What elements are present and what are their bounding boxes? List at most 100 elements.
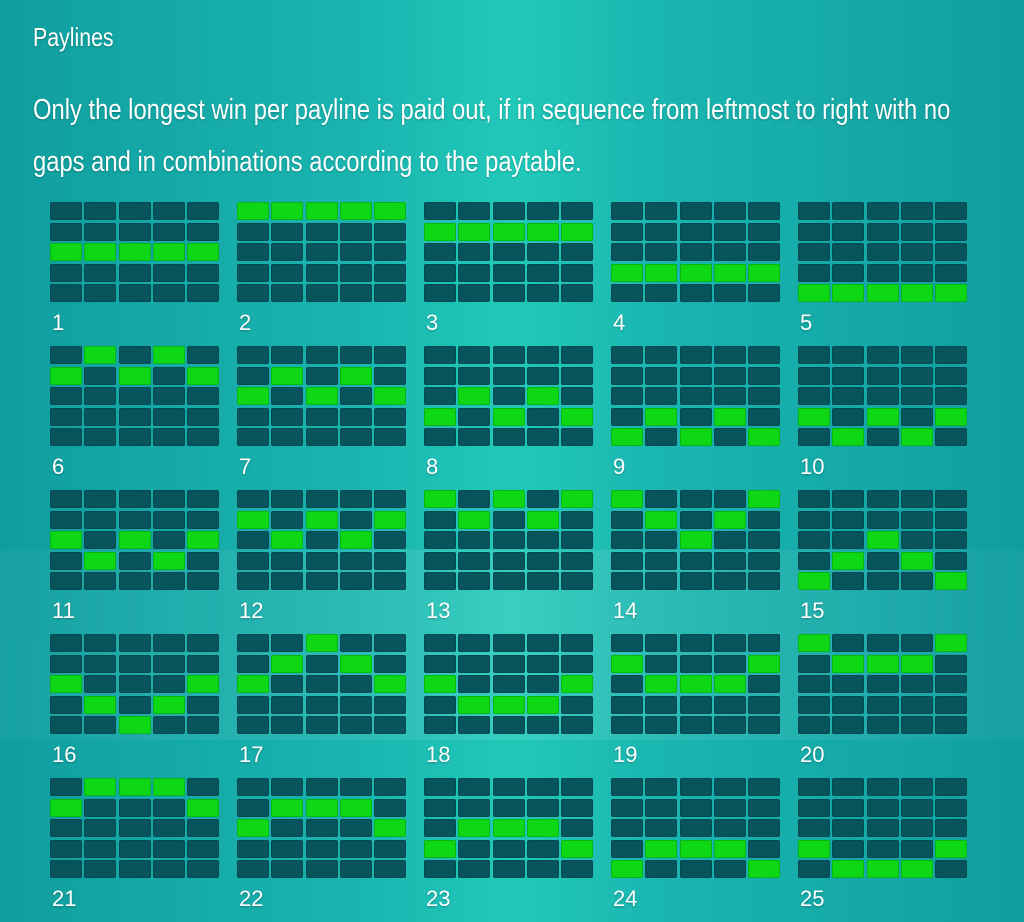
payline-cell xyxy=(152,798,185,817)
payline-cell xyxy=(935,387,967,405)
payline-cell xyxy=(866,819,899,837)
payline-cell-active xyxy=(492,819,525,837)
payline-cell xyxy=(645,284,678,302)
payline-cell xyxy=(935,222,967,241)
payline-number: 8 xyxy=(426,454,439,479)
payline-cell-active xyxy=(50,243,82,261)
payline-cell xyxy=(50,572,82,590)
payline-cell xyxy=(526,428,559,446)
payline-cell xyxy=(237,407,269,426)
payline-cell xyxy=(526,366,559,385)
payline-cell xyxy=(832,263,865,282)
payline-cell xyxy=(152,510,185,529)
payline-cell-active xyxy=(611,428,643,446)
payline-cell xyxy=(900,695,933,714)
payline-cell xyxy=(339,860,372,878)
payline-cell xyxy=(50,716,82,734)
payline-cell xyxy=(84,819,117,837)
payline-cell-active xyxy=(645,675,678,693)
payline-cell xyxy=(611,572,643,590)
payline-cell xyxy=(561,778,593,796)
payline-cell xyxy=(374,284,406,302)
payline-cell xyxy=(424,263,456,282)
payline-cell xyxy=(492,510,525,529)
payline-cell-active xyxy=(526,510,559,529)
payline-cell xyxy=(561,346,593,364)
payline-cell xyxy=(526,263,559,282)
payline-cell-active xyxy=(305,202,338,220)
payline-cell xyxy=(935,860,967,878)
payline-cell xyxy=(900,346,933,364)
payline-cell xyxy=(798,263,830,282)
payline-reel-grid xyxy=(424,778,593,878)
payline-cell xyxy=(900,778,933,796)
payline-cell xyxy=(152,366,185,385)
payline-reel-grid xyxy=(424,634,593,734)
payline-cell xyxy=(152,819,185,837)
payline-cell-active xyxy=(748,490,780,508)
payline-cell xyxy=(748,366,780,385)
payline-reel-grid xyxy=(611,634,780,734)
payline-cell xyxy=(679,510,712,529)
payline-24: 24 xyxy=(611,778,780,922)
payline-20: 20 xyxy=(798,634,967,778)
payline-cell xyxy=(866,798,899,817)
payline-cell xyxy=(118,634,151,652)
payline-cell xyxy=(187,860,219,878)
payline-cell xyxy=(424,798,456,817)
payline-cell xyxy=(237,531,269,549)
payline-cell xyxy=(152,654,185,673)
payline-cell xyxy=(935,778,967,796)
payline-cell xyxy=(526,839,559,858)
payline-cell xyxy=(84,366,117,385)
payline-cell xyxy=(900,675,933,693)
payline-cell xyxy=(374,839,406,858)
payline-cell xyxy=(237,716,269,734)
payline-cell xyxy=(374,407,406,426)
payline-cell xyxy=(611,202,643,220)
payline-cell xyxy=(679,572,712,590)
payline-reel-grid xyxy=(237,490,406,590)
payline-number: 11 xyxy=(52,598,75,623)
payline-cell-active xyxy=(492,490,525,508)
payline-cell xyxy=(679,202,712,220)
payline-cell xyxy=(424,531,456,549)
payline-cell xyxy=(611,510,643,529)
payline-cell xyxy=(900,716,933,734)
payline-cell xyxy=(50,407,82,426)
payline-cell xyxy=(832,366,865,385)
payline-reel-grid xyxy=(798,634,967,734)
payline-cell xyxy=(458,634,491,652)
payline-cell-active xyxy=(713,675,746,693)
payline-cell xyxy=(935,551,967,570)
payline-cell xyxy=(187,634,219,652)
payline-cell xyxy=(935,531,967,549)
payline-cell xyxy=(339,551,372,570)
payline-cell xyxy=(424,819,456,837)
payline-cell xyxy=(271,407,304,426)
payline-cell xyxy=(832,675,865,693)
payline-cell xyxy=(50,284,82,302)
payline-cell xyxy=(526,407,559,426)
payline-cell xyxy=(832,202,865,220)
payline-cell xyxy=(374,263,406,282)
payline-cell xyxy=(526,654,559,673)
payline-cell xyxy=(152,202,185,220)
payline-cell xyxy=(645,202,678,220)
payline-cell xyxy=(458,531,491,549)
payline-cell xyxy=(84,798,117,817)
payline-reel-grid xyxy=(798,346,967,446)
payline-cell xyxy=(713,531,746,549)
payline-cell xyxy=(339,243,372,261)
payline-cell xyxy=(935,716,967,734)
payline-cell xyxy=(424,716,456,734)
payline-cell xyxy=(713,387,746,405)
payline-cell xyxy=(374,346,406,364)
payline-cell-active xyxy=(118,366,151,385)
payline-cell xyxy=(798,222,830,241)
payline-cell xyxy=(305,654,338,673)
payline-cell xyxy=(339,346,372,364)
payline-cell xyxy=(798,798,830,817)
payline-17: 17 xyxy=(237,634,406,778)
payline-number: 13 xyxy=(426,598,451,623)
